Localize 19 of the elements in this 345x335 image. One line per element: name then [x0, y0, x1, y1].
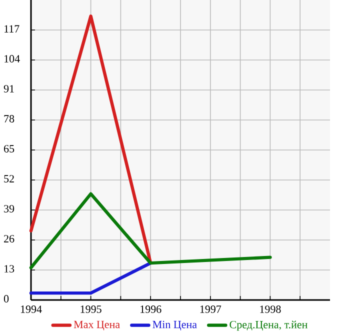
y-tick-label: 91	[4, 85, 14, 92]
y-tick-label: 13	[4, 265, 14, 272]
x-tick-label: 1996	[140, 306, 162, 313]
y-tick-label: 52	[4, 175, 14, 182]
y-tick-label: 26	[4, 235, 14, 242]
legend-label: Min Цена	[152, 320, 197, 330]
y-tick-label: 65	[4, 145, 14, 152]
legend-label: Сред.Цена, т.йен	[230, 320, 308, 331]
line-series	[29, 192, 272, 270]
y-tick-label: 78	[4, 115, 14, 122]
x-tick-label: 1994	[20, 306, 42, 313]
y-tick-label: 117	[4, 25, 20, 32]
x-tick-label: 1998	[260, 306, 281, 313]
x-tick-label: 1997	[200, 306, 222, 313]
y-tick-label: 0	[4, 295, 9, 302]
y-tick-label: 39	[4, 205, 14, 212]
x-tick-label: 1995	[80, 306, 102, 313]
y-tick-label: 104	[4, 55, 20, 62]
legend-label: Max Цена	[74, 320, 120, 330]
